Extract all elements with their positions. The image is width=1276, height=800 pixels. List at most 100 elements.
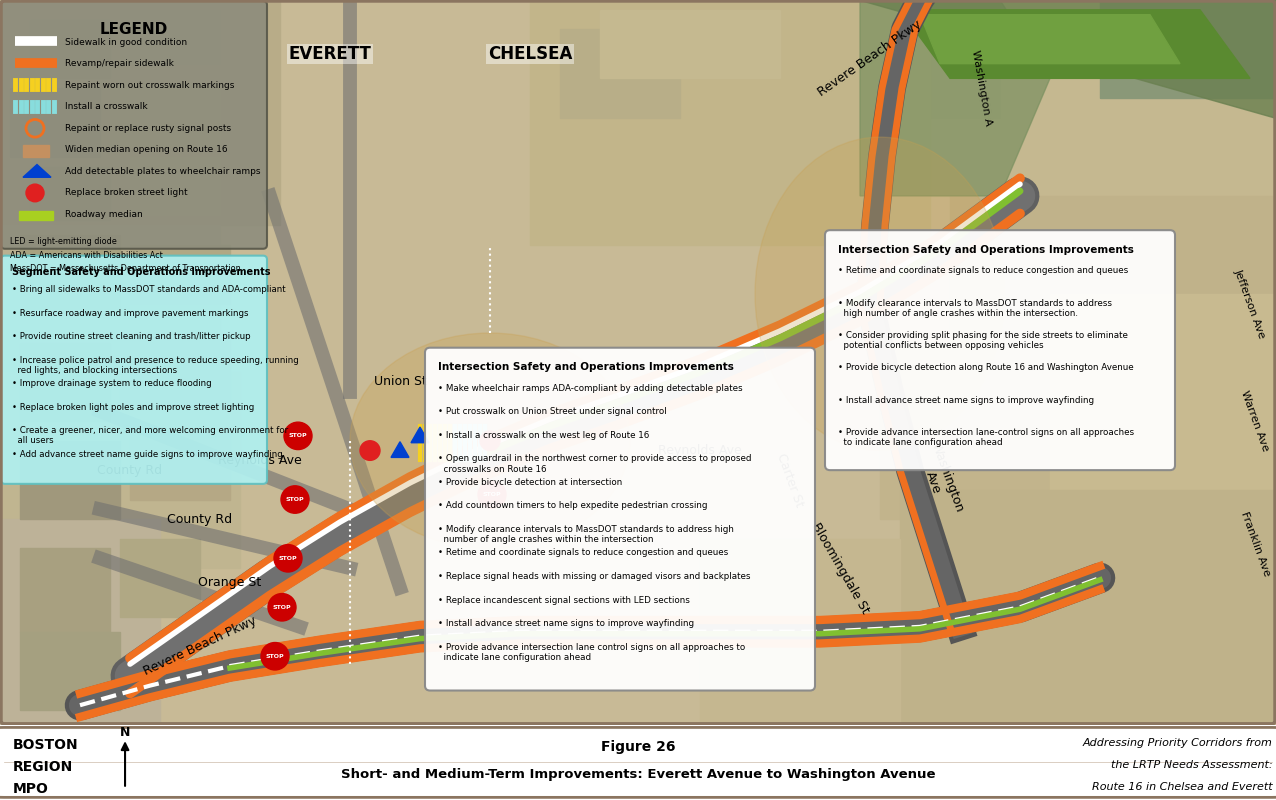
Bar — [130, 245, 230, 304]
Text: Route 16 in Chelsea and Everett: Route 16 in Chelsea and Everett — [1091, 782, 1272, 792]
Text: Reynolds Ave: Reynolds Ave — [218, 454, 302, 467]
Text: Bloomingdale St: Bloomingdale St — [809, 520, 872, 616]
Polygon shape — [411, 427, 429, 442]
Text: Addressing Priority Corridors from: Addressing Priority Corridors from — [1082, 738, 1272, 748]
Text: BOSTON: BOSTON — [13, 738, 78, 752]
Text: Roadway median: Roadway median — [65, 210, 143, 219]
Text: REGION: REGION — [13, 760, 73, 774]
Text: • Replace signal heads with missing or damaged visors and backplates: • Replace signal heads with missing or d… — [438, 572, 750, 581]
Text: EVERETT: EVERETT — [288, 45, 371, 63]
Text: Figure 26: Figure 26 — [601, 740, 675, 754]
Bar — [1050, 294, 1276, 490]
Bar — [20, 343, 110, 421]
Text: • Create a greener, nicer, and more welcoming environment for
  all users: • Create a greener, nicer, and more welc… — [11, 426, 288, 446]
Text: Washington
Ave: Washington Ave — [915, 441, 966, 519]
Circle shape — [285, 422, 313, 450]
Circle shape — [281, 486, 309, 514]
Bar — [880, 343, 1079, 519]
Text: STOP: STOP — [482, 492, 501, 497]
Text: Carter St: Carter St — [775, 451, 805, 509]
Bar — [10, 88, 100, 157]
Text: Sidewalk in good condition: Sidewalk in good condition — [65, 38, 188, 46]
Text: • Retime and coordinate signals to reduce congestion and queues: • Retime and coordinate signals to reduc… — [838, 266, 1128, 275]
Text: the LRTP Needs Assessment:: the LRTP Needs Assessment: — [1110, 760, 1272, 770]
Bar — [130, 431, 230, 499]
Text: • Provide advance intersection lane control signs on all approaches to
  indicat: • Provide advance intersection lane cont… — [438, 642, 745, 662]
Text: STOP: STOP — [265, 654, 285, 658]
FancyBboxPatch shape — [1, 256, 267, 484]
Bar — [0, 0, 279, 226]
Text: • Install advance street name signs to improve wayfinding: • Install advance street name signs to i… — [838, 396, 1094, 405]
Bar — [951, 196, 1276, 343]
Polygon shape — [23, 165, 51, 178]
Bar — [560, 30, 680, 118]
Circle shape — [262, 642, 288, 670]
Text: Union St: Union St — [374, 375, 426, 389]
Text: LED = light-emitting diode: LED = light-emitting diode — [10, 237, 116, 246]
Text: County Rd: County Rd — [167, 513, 232, 526]
Polygon shape — [900, 10, 1250, 78]
Bar — [0, 226, 219, 421]
Text: STOP: STOP — [273, 605, 291, 610]
Bar — [31, 166, 110, 220]
Text: • Modify clearance intervals to MassDOT standards to address high
  number of an: • Modify clearance intervals to MassDOT … — [438, 525, 734, 544]
Text: County Rd: County Rd — [97, 464, 162, 477]
Text: • Make wheelchair ramps ADA-compliant by adding detectable plates: • Make wheelchair ramps ADA-compliant by… — [438, 384, 743, 393]
Text: • Resurface roadway and improve pavement markings: • Resurface roadway and improve pavement… — [11, 309, 249, 318]
Polygon shape — [860, 0, 1050, 196]
Text: Warren Ave: Warren Ave — [1239, 390, 1271, 453]
Text: • Add countdown timers to help expedite pedestrian crossing: • Add countdown timers to help expedite … — [438, 502, 707, 510]
FancyBboxPatch shape — [425, 348, 815, 690]
Text: Franklin Ave: Franklin Ave — [1239, 510, 1271, 578]
Ellipse shape — [755, 137, 1005, 450]
Text: • Provide bicycle detection at intersection: • Provide bicycle detection at intersect… — [438, 478, 623, 487]
Text: STOP: STOP — [288, 434, 308, 438]
Text: • Install a crosswalk on the west leg of Route 16: • Install a crosswalk on the west leg of… — [438, 431, 649, 440]
Ellipse shape — [350, 333, 630, 549]
Polygon shape — [390, 442, 410, 458]
Bar — [19, 210, 54, 220]
Text: MassDOT = Massachusetts Department of Transportation: MassDOT = Massachusetts Department of Tr… — [10, 265, 241, 274]
Text: • Install advance street name signs to improve wayfinding: • Install advance street name signs to i… — [438, 619, 694, 628]
Circle shape — [360, 441, 380, 460]
Text: • Open guardrail in the northwest corner to provide access to proposed
  crosswa: • Open guardrail in the northwest corner… — [438, 454, 752, 474]
Text: Repaint worn out crosswalk markings: Repaint worn out crosswalk markings — [65, 81, 235, 90]
Polygon shape — [920, 14, 1180, 64]
Bar — [110, 83, 219, 147]
Text: N: N — [120, 726, 130, 739]
Text: • Provide bicycle detection along Route 16 and Washington Avenue: • Provide bicycle detection along Route … — [838, 363, 1133, 372]
Bar — [530, 0, 930, 245]
Text: Segment Safety and Operations Improvements: Segment Safety and Operations Improvemen… — [11, 267, 271, 278]
Bar — [0, 519, 160, 725]
Bar — [600, 10, 780, 78]
FancyBboxPatch shape — [0, 727, 1276, 798]
Bar — [130, 157, 219, 215]
Text: • Consider providing split phasing for the side streets to eliminate
  potential: • Consider providing split phasing for t… — [838, 331, 1128, 350]
Text: • Retime and coordinate signals to reduce congestion and queues: • Retime and coordinate signals to reduc… — [438, 549, 729, 558]
Bar — [20, 235, 120, 309]
Text: ADA = Americans with Disabilities Act: ADA = Americans with Disabilities Act — [10, 250, 163, 260]
Text: Replace broken street light: Replace broken street light — [65, 189, 188, 198]
Text: • Replace broken light poles and improve street lighting: • Replace broken light poles and improve… — [11, 402, 254, 411]
Circle shape — [274, 545, 302, 572]
Text: Install a crosswalk: Install a crosswalk — [65, 102, 148, 111]
Bar — [120, 10, 219, 64]
Text: STOP: STOP — [278, 556, 297, 561]
Text: Intersection Safety and Operations Improvements: Intersection Safety and Operations Impro… — [438, 362, 734, 372]
Circle shape — [268, 594, 296, 621]
Text: Revere Beach Pkwy: Revere Beach Pkwy — [142, 614, 259, 678]
Text: • Modify clearance intervals to MassDOT standards to address
  high number of an: • Modify clearance intervals to MassDOT … — [838, 298, 1111, 318]
Bar — [120, 538, 200, 617]
Circle shape — [478, 481, 507, 508]
Text: Repaint or replace rusty signal posts: Repaint or replace rusty signal posts — [65, 124, 231, 133]
Text: Intersection Safety and Operations Improvements: Intersection Safety and Operations Impro… — [838, 245, 1134, 255]
Circle shape — [26, 184, 43, 202]
Text: Widen median opening on Route 16: Widen median opening on Route 16 — [65, 146, 227, 154]
Text: Revere Beach Pkwy: Revere Beach Pkwy — [815, 18, 924, 99]
Text: • Replace incandescent signal sections with LED sections: • Replace incandescent signal sections w… — [438, 595, 690, 605]
Text: Jefferson Ave: Jefferson Ave — [1233, 267, 1267, 340]
Bar — [20, 549, 110, 632]
Text: Orange St: Orange St — [198, 576, 262, 590]
Bar — [900, 0, 1276, 196]
Text: Reynolds Ave: Reynolds Ave — [658, 444, 741, 457]
